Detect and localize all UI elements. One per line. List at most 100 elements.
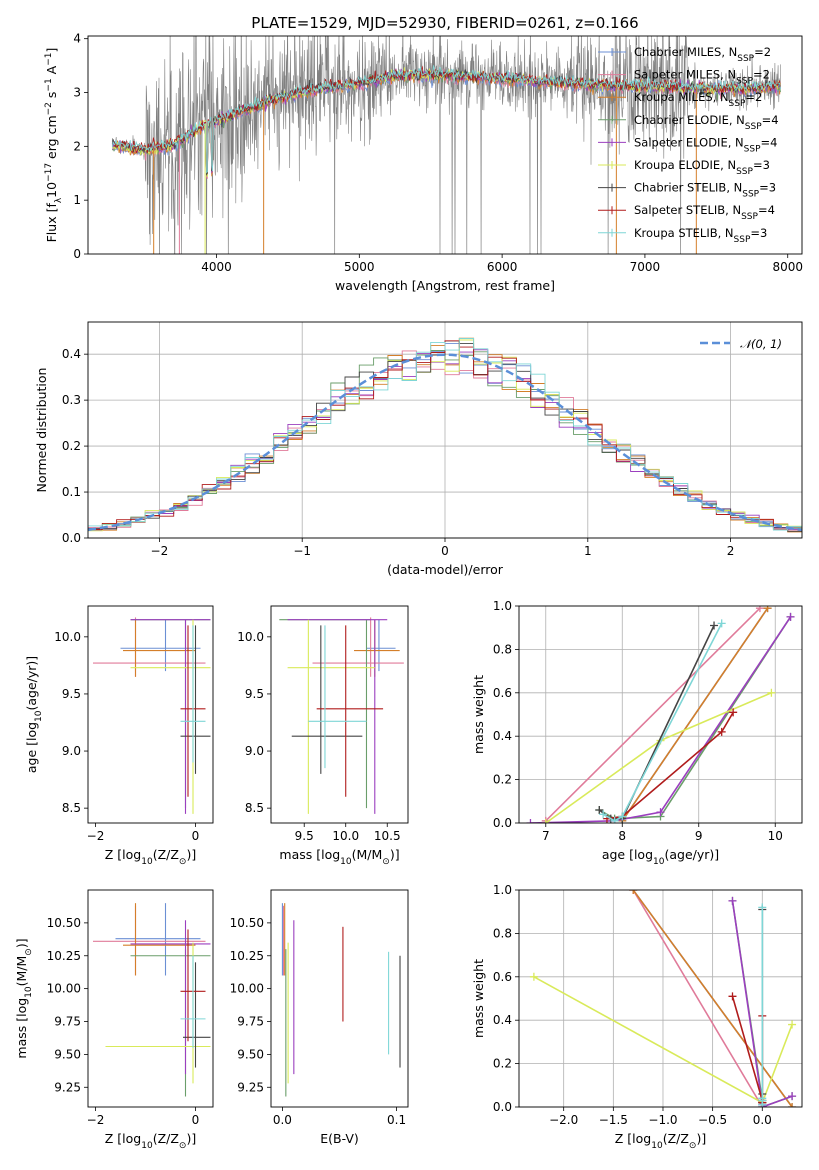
y-tick-label: 10.0 xyxy=(54,630,81,644)
legend-label-kroupa_miles: Kroupa MILES, NSSP=2 xyxy=(634,90,762,109)
label-part: 10 xyxy=(141,857,153,867)
axes-frame xyxy=(87,889,214,1108)
y-tick-label: 0.2 xyxy=(62,439,81,453)
label-part: Salpeter MILES, N xyxy=(634,68,736,82)
y-axis-label: age [log10(age/yr)] xyxy=(24,656,44,773)
weight-point-salpeter_elodie xyxy=(786,612,795,621)
y-tick-label: 9.75 xyxy=(54,1015,81,1029)
label-part: =4 xyxy=(762,113,779,127)
x-tick-label: −0.5 xyxy=(698,1113,727,1127)
label-part: (M/M xyxy=(14,956,29,987)
y-tick-label: 0.6 xyxy=(493,686,512,700)
weight-point-salpeter_elodie xyxy=(788,1092,797,1101)
x-tick-label: 0 xyxy=(192,1113,200,1127)
plot-area xyxy=(111,36,781,254)
label-part: λ xyxy=(54,197,64,203)
grid xyxy=(519,605,802,824)
label-part: A xyxy=(44,65,59,78)
label-part: 10 xyxy=(44,182,59,198)
y-tick-label: 10.50 xyxy=(47,916,81,930)
x-tick-label: 0.1 xyxy=(387,1113,406,1127)
y-tick-label: 10.0 xyxy=(237,630,264,644)
weight-point-kroupa_stelib xyxy=(717,619,726,628)
y-tick-label: 9.5 xyxy=(62,687,81,701)
figure-title: PLATE=1529, MJD=52930, FIBERID=0261, z=0… xyxy=(251,14,638,32)
label-part: age [log xyxy=(602,847,653,862)
y-tick-label: 0.0 xyxy=(493,1100,512,1114)
x-tick-label: 9 xyxy=(695,829,703,843)
label-part: ⊙ xyxy=(382,857,390,867)
label-part: =4 xyxy=(761,135,778,149)
x-tick-label: −2 xyxy=(151,544,169,558)
x-axis-label: Z [log10(Z/Z⊙)] xyxy=(105,847,196,867)
y-tick-label: 9.0 xyxy=(62,744,81,758)
weight-point-salpeter_miles xyxy=(755,606,764,613)
label-part: ] xyxy=(44,48,59,53)
label-part: )] xyxy=(186,1131,196,1146)
weight-line-chabrier_elodie xyxy=(598,616,792,820)
x-tick-label: 0 xyxy=(441,544,449,558)
label-part: ⊙ xyxy=(689,1141,697,1151)
model-spectrum-kroupa_stelib xyxy=(111,65,781,174)
gaussian-curve xyxy=(88,353,802,532)
y-tick-label: 9.25 xyxy=(54,1080,81,1094)
label-part: Salpeter STELIB, N xyxy=(634,203,741,217)
weight-point-salpeter_elodie xyxy=(656,808,665,817)
label-part: SSP xyxy=(737,54,754,64)
y-tick-label: 10.00 xyxy=(47,982,81,996)
x-tick-label: 7000 xyxy=(630,260,661,274)
y-tick-label: 8.5 xyxy=(245,801,264,815)
label-part: Kroupa STELIB, N xyxy=(634,226,734,240)
label-part: Kroupa MILES, N xyxy=(634,90,729,104)
legend-label-chabrier_stelib: Chabrier STELIB, NSSP=3 xyxy=(634,181,776,200)
label-part: (age/yr)] xyxy=(664,847,719,862)
label-part: SSP xyxy=(742,190,759,200)
y-tick-label: 10.50 xyxy=(230,916,264,930)
label-part: Flux [f xyxy=(44,203,59,243)
label-part: −17 xyxy=(44,163,54,182)
plot-area xyxy=(93,903,211,1097)
legend-label-salpeter_stelib: Salpeter STELIB, NSSP=4 xyxy=(634,203,775,222)
label-part: )] xyxy=(696,1131,706,1146)
y-tick-label: 9.0 xyxy=(245,744,264,758)
x-tick-label: 1 xyxy=(584,544,592,558)
y-tick-label: 4 xyxy=(73,32,81,46)
y-tick-label: 0.0 xyxy=(62,531,81,545)
weight-point-salpeter_elodie xyxy=(526,819,535,823)
y-tick-label: 10.00 xyxy=(230,982,264,996)
label-part: Z [log xyxy=(105,847,141,862)
axes-frame xyxy=(87,605,214,824)
weight-line-salpeter_miles xyxy=(545,607,761,822)
label-part: 10 xyxy=(24,986,34,998)
y-tick-label: 0.6 xyxy=(493,970,512,984)
axes-spectrum: 4000 5000 6000 7000 8000 0 1 2 3 4 wavelength [Ang… xyxy=(44,32,803,293)
label-part: −2 xyxy=(44,102,54,115)
label-part: 10 xyxy=(141,1141,153,1151)
y-axis-label: Normed distribution xyxy=(34,368,49,493)
label-part: SSP xyxy=(741,212,758,222)
label-part: Z [log xyxy=(105,1131,141,1146)
label-part: s xyxy=(44,92,59,103)
weight-point-salpeter_stelib xyxy=(717,727,726,736)
plot-area xyxy=(88,337,802,533)
weight-point-salpeter_elodie xyxy=(728,896,737,905)
x-axis-label: wavelength [Angstrom, rest frame] xyxy=(335,278,555,293)
legend: 𝒩(0, 1) xyxy=(700,337,782,351)
x-tick-label: 10.5 xyxy=(374,829,401,843)
y-tick-label: 0 xyxy=(73,247,81,261)
x-axis-label: E(B-V) xyxy=(320,1131,359,1146)
label-part: ⊙ xyxy=(24,948,34,956)
weight-point-salpeter_stelib xyxy=(728,992,737,1001)
label-part: SSP xyxy=(736,77,753,87)
y-tick-label: 9.5 xyxy=(245,687,264,701)
weight-point-kroupa_elodie xyxy=(529,972,538,981)
weight-point-kroupa_stelib xyxy=(599,810,608,819)
label-part: mass weight xyxy=(471,675,486,754)
y-axis-label: Flux [fλ10−17 erg cm−2 s−1 A−1] xyxy=(44,48,64,243)
label-part: =2 xyxy=(754,45,771,59)
weight-line-chabrier_stelib xyxy=(598,625,715,820)
plot-area xyxy=(529,890,797,1107)
y-tick-label: 9.25 xyxy=(237,1080,264,1094)
